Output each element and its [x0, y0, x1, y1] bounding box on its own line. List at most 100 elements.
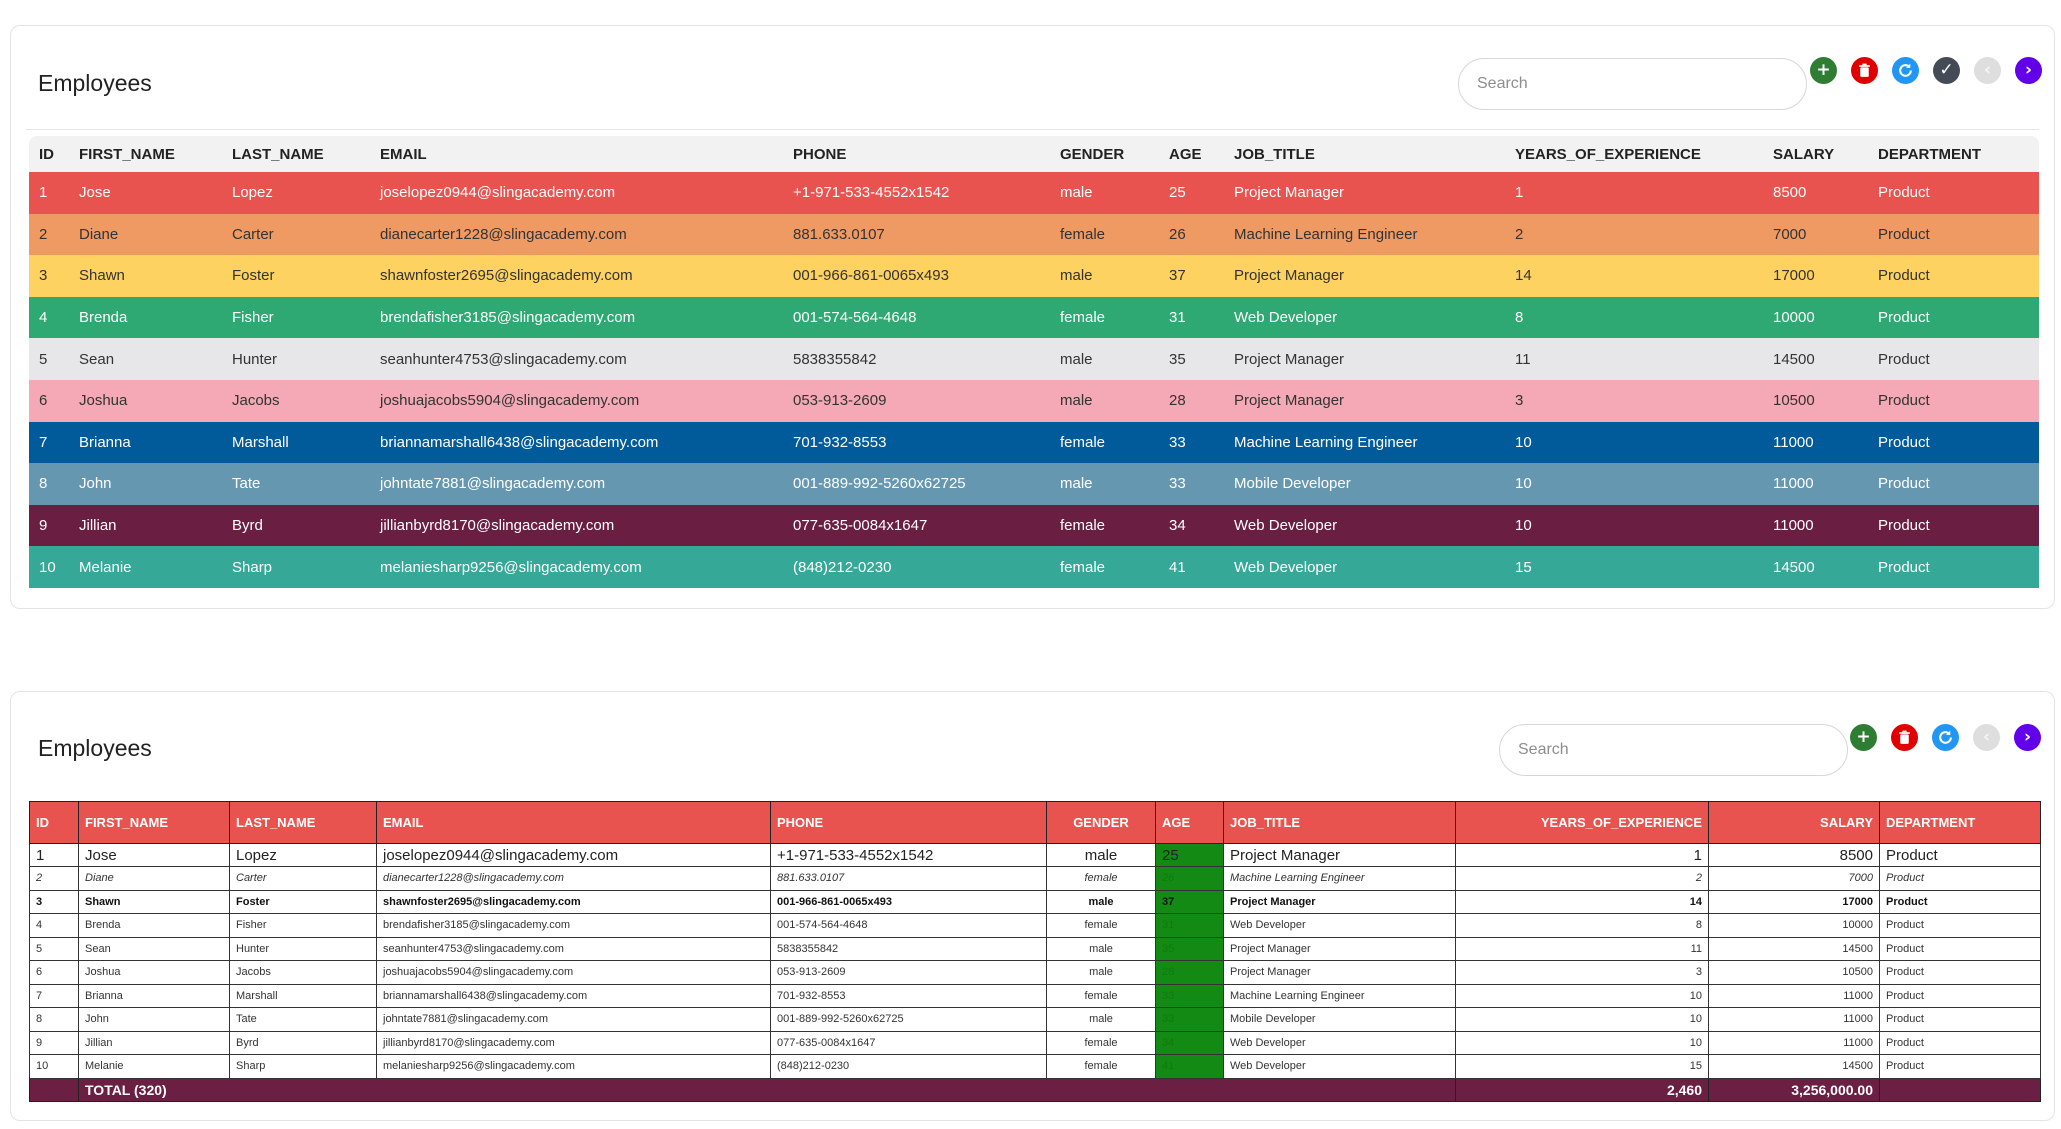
- table-row[interactable]: 9 Jillian Byrd jillianbyrd8170@slingacademy…: [29, 1030, 2041, 1055]
- cell-id: 10: [29, 1054, 79, 1079]
- add-button[interactable]: +: [1850, 724, 1877, 751]
- cell-job-title: Machine Learning Engineer: [1234, 225, 1418, 243]
- search-input[interactable]: [1499, 724, 1848, 776]
- table-row[interactable]: 1 Jose Lopez joselopez0944@slingacademy.com…: [29, 843, 2041, 867]
- cell-age: 34: [1169, 517, 1186, 535]
- cell-department: Product: [1879, 866, 2041, 891]
- grid-title: Employees: [38, 735, 152, 761]
- cell-first-name: Jose: [78, 843, 230, 867]
- prev-page-button[interactable]: ‹: [1974, 57, 2001, 84]
- table-row[interactable]: 3 Shawn Foster shawnfoster2695@slingacademy…: [29, 889, 2041, 914]
- cell-years-of-experience: 10: [1515, 475, 1532, 493]
- table-row[interactable]: 7 Brianna Marshall briannamarshall6438@slin…: [29, 983, 2041, 1008]
- column-header-last-name[interactable]: LAST_NAME: [222, 136, 370, 172]
- cell-email: briannamarshall6438@slingacademy.com: [376, 983, 771, 1008]
- table-row[interactable]: 5 Sean Hunter seanhunter4753@slingacademy.c…: [29, 338, 2039, 380]
- cell-last-name: Marshall: [232, 433, 289, 451]
- delete-button[interactable]: [1891, 724, 1918, 751]
- cell-age: 28: [1155, 960, 1224, 985]
- refresh-button[interactable]: [1892, 57, 1919, 84]
- next-page-button[interactable]: ›: [2014, 724, 2041, 751]
- cell-last-name: Foster: [229, 889, 377, 914]
- add-button[interactable]: +: [1810, 57, 1837, 84]
- column-header-gender[interactable]: GENDER: [1050, 136, 1159, 172]
- table-row[interactable]: 10 Melanie Sharp melaniesharp9256@slingacad…: [29, 1054, 2041, 1079]
- plus-icon: +: [1856, 727, 1871, 747]
- table-row[interactable]: 9 Jillian Byrd jillianbyrd8170@slingacademy…: [29, 504, 2039, 547]
- cell-first-name: Brianna: [79, 433, 131, 451]
- cell-department: Product: [1878, 350, 1930, 368]
- table-row[interactable]: 8 John Tate johntate7881@slingacademy.com 00…: [29, 463, 2039, 505]
- cell-department: Product: [1878, 184, 1930, 202]
- cell-job-title: Project Manager: [1223, 960, 1456, 985]
- cell-gender: male: [1060, 267, 1093, 285]
- cell-department: Product: [1879, 936, 2041, 961]
- column-header-salary[interactable]: SALARY: [1763, 136, 1868, 172]
- refresh-button[interactable]: [1932, 724, 1959, 751]
- cell-salary: 7000: [1708, 866, 1880, 891]
- cell-email: jillianbyrd8170@slingacademy.com: [376, 1030, 771, 1055]
- table-row[interactable]: 3 Shawn Foster shawnfoster2695@slingacademy…: [29, 255, 2039, 297]
- cell-last-name: Hunter: [232, 350, 278, 368]
- delete-button[interactable]: [1851, 57, 1878, 84]
- column-header-job-title[interactable]: JOB_TITLE: [1224, 136, 1505, 172]
- next-page-button[interactable]: ›: [2015, 57, 2042, 84]
- column-header-salary[interactable]: SALARY: [1708, 801, 1880, 844]
- cell-age: 35: [1169, 350, 1186, 368]
- column-header-job-title[interactable]: JOB_TITLE: [1223, 801, 1456, 844]
- table-row[interactable]: 5 Sean Hunter seanhunter4753@slingacademy.c…: [29, 936, 2041, 961]
- cell-department: Product: [1879, 843, 2041, 867]
- table-row[interactable]: 7 Brianna Marshall briannamarshall6438@slin…: [29, 421, 2039, 464]
- column-header-first-name[interactable]: FIRST_NAME: [69, 136, 222, 172]
- prev-page-button[interactable]: ‹: [1973, 724, 2000, 751]
- table-row[interactable]: 4 Brenda Fisher brendafisher3185@slingacade…: [29, 913, 2041, 938]
- cell-job-title: Machine Learning Engineer: [1223, 983, 1456, 1008]
- table-row[interactable]: 10 Melanie Sharp melaniesharp9256@slingacad…: [29, 546, 2039, 588]
- column-header-years-of-experience[interactable]: YEARS_OF_EXPERIENCE: [1505, 136, 1763, 172]
- cell-first-name: Brenda: [78, 913, 230, 938]
- column-header-last-name[interactable]: LAST_NAME: [229, 801, 377, 844]
- cell-gender: male: [1060, 350, 1093, 368]
- column-header-department[interactable]: DEPARTMENT: [1879, 801, 2041, 844]
- cell-phone: (848)212-0230: [770, 1054, 1047, 1079]
- cell-email: joshuajacobs5904@slingacademy.com: [376, 960, 771, 985]
- table-row[interactable]: 2 Diane Carter dianecarter1228@slingacademy…: [29, 866, 2041, 891]
- column-header-first-name[interactable]: FIRST_NAME: [78, 801, 230, 844]
- cell-department: Product: [1878, 517, 1930, 535]
- cell-salary: 11000: [1708, 1030, 1880, 1055]
- column-header-department[interactable]: DEPARTMENT: [1868, 136, 2039, 172]
- column-header-age[interactable]: AGE: [1159, 136, 1224, 172]
- column-header-gender[interactable]: GENDER: [1046, 801, 1156, 844]
- cell-age: 37: [1169, 267, 1186, 285]
- cell-first-name: Sean: [79, 350, 115, 368]
- column-header-id[interactable]: ID: [29, 136, 69, 172]
- cell-age: 41: [1169, 558, 1186, 576]
- column-header-id[interactable]: ID: [29, 801, 79, 844]
- cell-salary: 11000: [1708, 983, 1880, 1008]
- column-header-email[interactable]: EMAIL: [376, 801, 771, 844]
- cell-department: Product: [1878, 267, 1930, 285]
- column-header-years-of-experience[interactable]: YEARS_OF_EXPERIENCE: [1455, 801, 1709, 844]
- cell-department: Product: [1879, 960, 2041, 985]
- table-row[interactable]: 6 Joshua Jacobs joshuajacobs5904@slingacade…: [29, 379, 2039, 422]
- save-button[interactable]: ✓: [1933, 57, 1960, 84]
- cell-phone: 001-889-992-5260x62725: [770, 1007, 1047, 1032]
- cell-id: 5: [39, 350, 48, 368]
- table-row[interactable]: 2 Diane Carter dianecarter1228@slingacademy…: [29, 213, 2039, 256]
- cell-first-name: Brenda: [79, 309, 128, 327]
- search-input[interactable]: [1458, 58, 1807, 110]
- table-row[interactable]: 4 Brenda Fisher brendafisher3185@slingacade…: [29, 296, 2039, 339]
- table-row[interactable]: 8 John Tate johntate7881@slingacademy.com 00…: [29, 1007, 2041, 1032]
- cell-gender: male: [1060, 475, 1093, 493]
- cell-gender: female: [1060, 309, 1106, 327]
- column-header-phone[interactable]: PHONE: [770, 801, 1047, 844]
- column-header-email[interactable]: EMAIL: [370, 136, 783, 172]
- table-row[interactable]: 1 Jose Lopez joselopez0944@slingacademy.com…: [29, 172, 2039, 214]
- grid-title: Employees: [38, 70, 152, 96]
- column-header-phone[interactable]: PHONE: [783, 136, 1050, 172]
- cell-age: 41: [1155, 1054, 1224, 1079]
- column-header-age[interactable]: AGE: [1155, 801, 1224, 844]
- total-row: TOTAL (320) 2,460 3,256,000.00: [29, 1077, 2041, 1102]
- table-row[interactable]: 6 Joshua Jacobs joshuajacobs5904@slingacade…: [29, 960, 2041, 985]
- cell-phone: 881.633.0107: [770, 866, 1047, 891]
